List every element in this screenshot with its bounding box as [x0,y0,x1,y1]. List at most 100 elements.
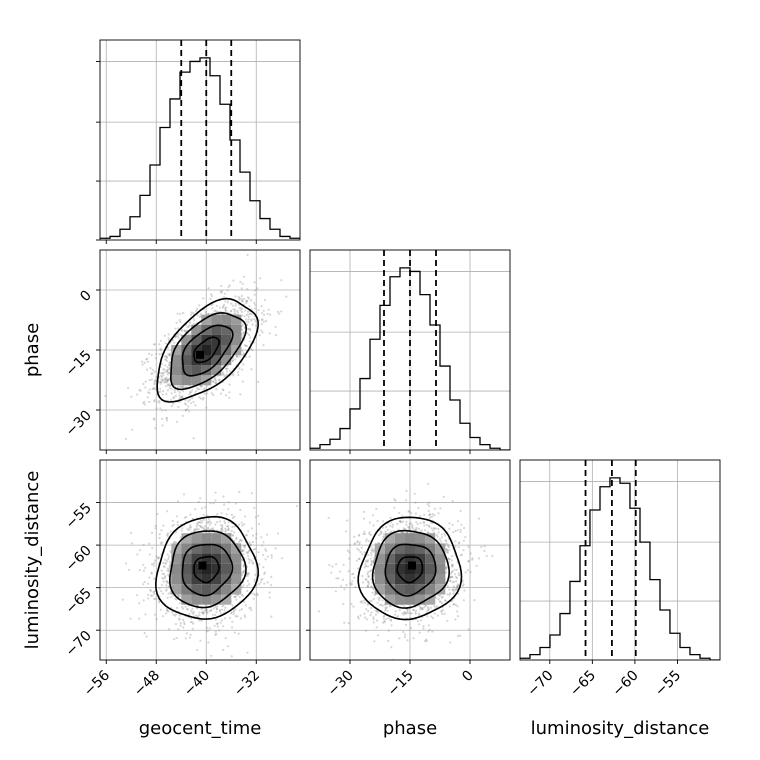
sample-point [167,558,170,561]
sample-point [402,527,405,530]
density-cell [231,553,242,564]
sample-point [222,305,225,308]
density-cell [221,355,232,366]
sample-point [165,380,169,383]
sample-point [239,280,242,284]
sample-point [382,526,385,529]
sample-point [176,334,179,338]
sample-point [228,616,232,619]
sample-point [226,289,229,292]
sample-point [352,605,355,608]
sample-point [165,356,168,359]
sample-point [166,419,169,422]
sample-point [201,526,204,529]
sample-point [152,387,155,391]
sample-point [131,428,134,431]
density-cell [191,594,202,605]
sample-point [202,611,205,614]
sample-point [167,333,170,336]
sample-point [159,387,162,390]
sample-point [130,395,133,398]
sample-point [159,541,162,545]
sample-point [158,601,161,604]
sample-point [394,613,397,616]
density-cell [171,345,182,356]
sample-point [161,376,164,379]
density-cell [191,533,202,544]
sample-point [187,608,190,611]
sample-point [216,374,219,377]
sample-point [247,554,250,558]
sample-point [213,309,216,312]
sample-point [428,524,431,528]
sample-point [224,394,228,397]
sample-point [241,586,244,589]
sample-point [240,294,244,298]
sample-point [204,609,207,612]
density-cell [231,334,242,345]
sample-point [437,598,440,601]
sample-point [231,525,234,529]
sample-point [343,621,346,624]
sample-point [170,399,173,402]
sample-point [457,546,460,549]
density-cell [171,375,182,386]
density-cell [201,594,212,605]
sample-point [454,588,457,592]
sample-point [170,387,173,390]
sample-point [427,531,430,534]
sample-point [345,530,348,533]
sample-point [454,588,457,591]
sample-point [396,615,399,618]
sample-point [173,341,176,344]
sample-point [146,360,149,363]
sample-point [192,530,195,533]
sample-point [173,391,176,394]
density-contour [169,312,248,391]
sample-point [238,297,241,300]
sample-point [171,524,174,528]
sample-point [242,363,245,366]
sample-point [220,608,223,611]
sample-point [260,329,263,332]
sample-point [422,521,426,524]
sample-point [190,311,193,314]
sample-point [184,403,188,406]
sample-point [196,648,199,652]
sample-point [270,584,273,587]
sample-point [199,315,202,318]
sample-point [414,612,417,615]
sample-point [169,530,172,533]
sample-point [176,389,179,392]
sample-point [453,568,456,571]
sample-point [219,306,222,309]
sample-point [148,553,151,556]
sample-point [179,536,182,539]
sample-point [240,521,243,524]
sample-point [220,284,223,287]
sample-point [374,609,377,612]
density-cell [181,533,192,544]
sample-point [423,640,427,643]
sample-point [142,382,145,386]
sample-point [358,557,361,561]
sample-point [180,529,183,532]
sample-point [375,619,379,622]
sample-point [247,583,251,586]
sample-point [246,565,249,569]
sample-point [242,565,246,568]
sample-point [400,521,403,524]
sample-point [242,584,245,587]
sample-point [244,534,247,537]
density-contour [156,297,260,403]
sample-point [227,508,230,511]
sample-point [253,281,256,284]
sample-point [229,310,232,313]
sample-point [144,380,147,383]
sample-point [165,589,168,592]
sample-point [370,554,373,557]
sample-point [178,391,181,394]
sample-point [202,513,205,516]
sample-point [183,516,186,519]
sample-point [191,397,194,400]
